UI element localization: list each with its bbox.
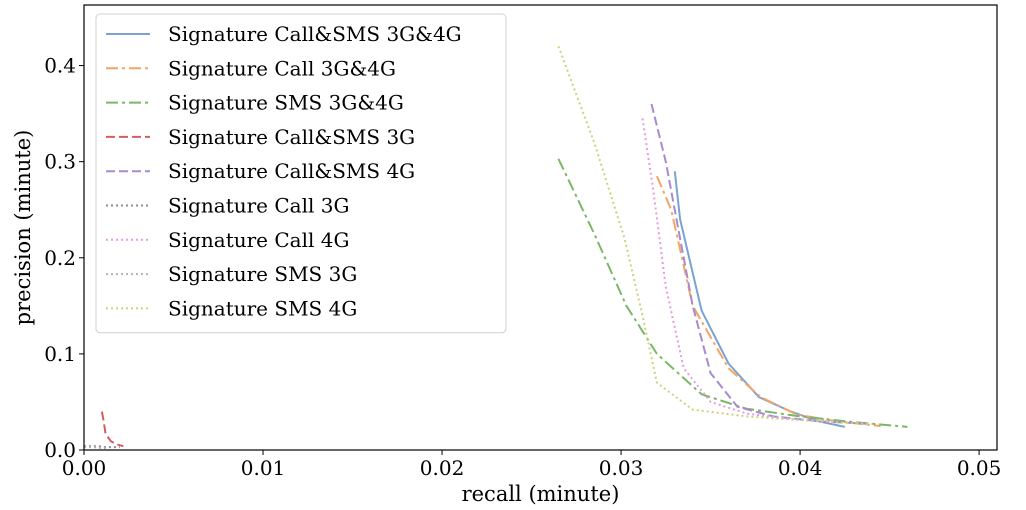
legend-label: Signature SMS 4G bbox=[168, 296, 357, 320]
legend-label: Signature Call&SMS 4G bbox=[168, 159, 415, 183]
series-line-9 bbox=[557, 45, 872, 425]
legend: Signature Call&SMS 3G&4G Signature Call 3… bbox=[95, 13, 507, 334]
legend-label: Signature Call 4G bbox=[168, 228, 349, 252]
legend-label: Signature Call&SMS 3G&4G bbox=[168, 22, 462, 46]
legend-label: Signature Call 3G bbox=[168, 194, 349, 218]
y-tick-label: 0.0 bbox=[44, 438, 76, 462]
y-tick-label: 0.4 bbox=[44, 54, 76, 78]
legend-label: Signature SMS 3G&4G bbox=[168, 91, 404, 115]
series-line-8 bbox=[84, 446, 110, 450]
series-line-3 bbox=[557, 158, 908, 428]
series-layer bbox=[84, 45, 908, 450]
x-tick-label: 0.02 bbox=[420, 456, 465, 480]
x-tick-label: 0.01 bbox=[241, 456, 286, 480]
plot-frame bbox=[83, 4, 998, 451]
legend-box bbox=[95, 13, 507, 334]
legend-label: Signature Call&SMS 3G bbox=[168, 125, 415, 149]
x-axis-label: recall (minute) bbox=[462, 482, 620, 506]
legend-label: Signature SMS 3G bbox=[168, 262, 357, 286]
x-tick-label: 0.04 bbox=[778, 456, 823, 480]
y-axis-label: precision (minute) bbox=[11, 130, 35, 326]
legend-label: Signature Call 3G&4G bbox=[168, 56, 396, 80]
x-tick-label: 0.00 bbox=[62, 456, 107, 480]
series-line-1 bbox=[673, 171, 846, 428]
series-line-7 bbox=[641, 118, 836, 423]
series-line-2 bbox=[655, 175, 881, 427]
y-tick-label: 0.2 bbox=[44, 246, 76, 270]
y-tick-label: 0.3 bbox=[44, 150, 76, 174]
ticks-layer: 0.00 0.01 0.02 0.03 0.04 0.05 0.0 0.1 0.2 0.3 0.4 bbox=[44, 54, 1001, 480]
x-tick-label: 0.03 bbox=[599, 456, 644, 480]
y-tick-label: 0.1 bbox=[44, 342, 76, 366]
series-line-5 bbox=[650, 103, 872, 425]
series-line-4 bbox=[100, 411, 124, 448]
x-tick-label: 0.05 bbox=[957, 456, 1002, 480]
